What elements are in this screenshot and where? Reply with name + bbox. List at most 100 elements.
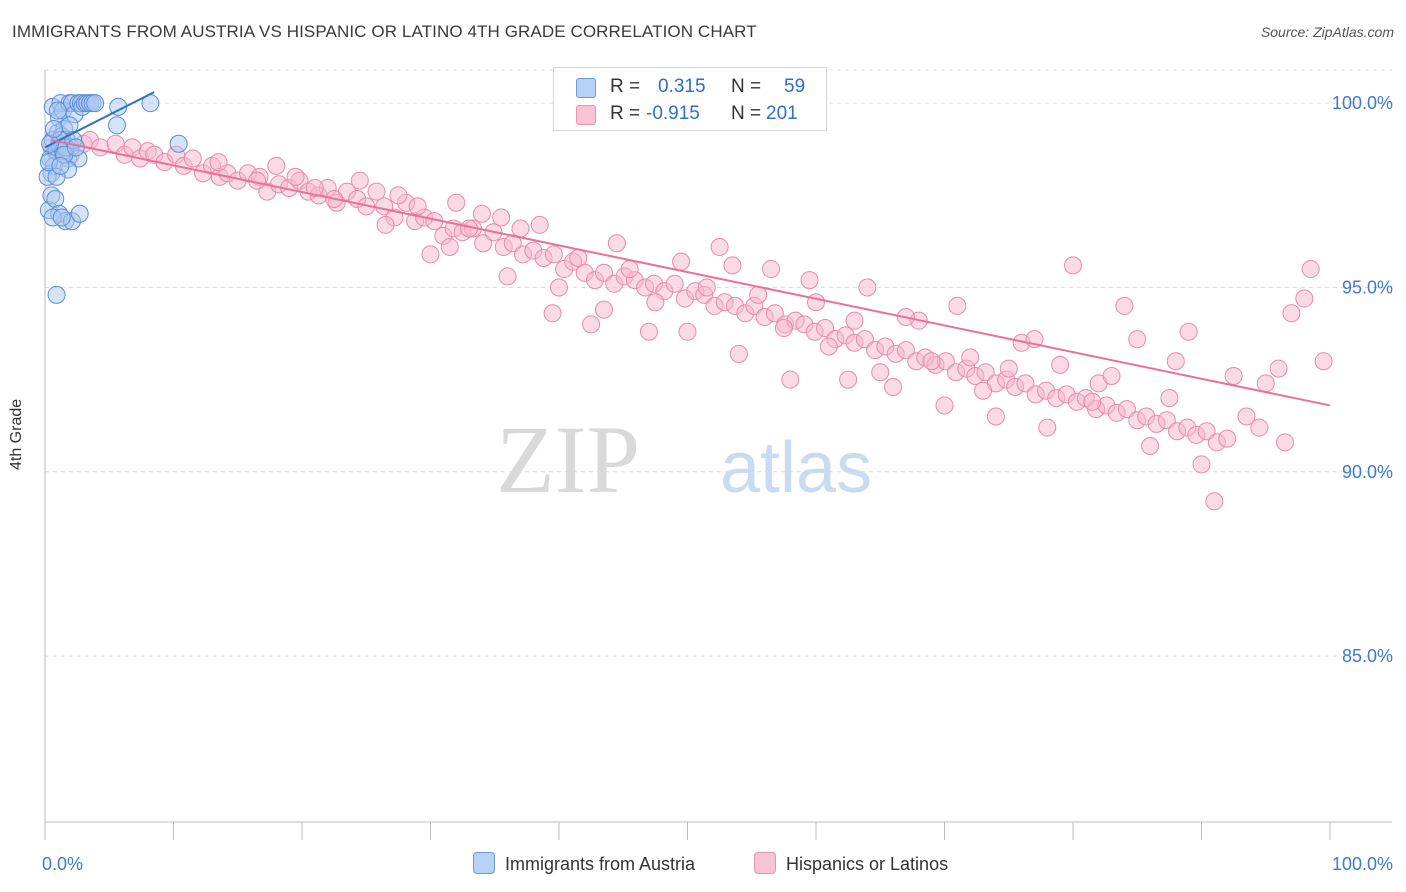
legend-swatch-pink [754,852,776,874]
hispanic-point [1083,392,1102,411]
hispanic-point [1269,359,1288,378]
hispanic-point [781,370,800,389]
hispanic-point [550,278,568,297]
hispanic-point [421,245,440,264]
hispanic-point [91,138,110,157]
grid-lines [45,69,1392,657]
hispanic-point [440,237,459,256]
hispanic-point [267,156,286,175]
y-tick-label: 100.0% [1332,93,1393,113]
hispanic-point [935,396,954,415]
hispanic-point [1115,296,1134,315]
hispanic-point [1038,418,1057,437]
hispanic-point [543,304,562,323]
hispanic-point [1016,374,1035,393]
hispanic-point [1314,352,1333,371]
hispanic-point [697,278,716,297]
hispanic-point [367,182,386,201]
austria-point [66,138,85,157]
hispanic-point [408,197,427,216]
hispanic-point [765,304,784,323]
hispanic-point [376,215,395,234]
hispanic-point [807,293,825,312]
hispanic-point [871,363,890,382]
legend-label-austria: Immigrants from Austria [505,854,696,874]
hispanic-point [511,219,530,238]
hispanic-point [492,208,511,227]
austria-point [47,285,66,304]
hispanic-point [845,311,864,330]
tick-labels: 100.0% 95.0% 90.0% 85.0% 0.0% 100.0% [42,93,1393,874]
legend-swatch-blue [576,78,596,98]
legend-swatch-blue [473,852,495,874]
hispanic-point [544,245,563,264]
austria-point [51,156,70,175]
trend-lines [44,91,1331,407]
hispanic-trend-line [51,139,1331,407]
source-label: Source: ZipAtlas.com [1260,24,1394,40]
hispanic-point [582,315,601,334]
hispanic-point [815,319,834,338]
bottom-legend-austria: Immigrants from Austria [473,852,695,875]
hispanic-point [1102,366,1121,385]
x-tick-label-min: 0.0% [42,854,83,874]
hispanic-point [1237,407,1256,426]
hispanic-point [1295,289,1314,308]
hispanic-point [1218,429,1237,448]
axes [44,70,1392,840]
y-tick-label: 85.0% [1342,646,1393,666]
legend-n-label: N = [731,103,762,124]
hispanic-point [922,352,941,371]
hispanic-point [961,348,980,367]
hispanic-point [974,381,993,400]
hispanic-point [183,149,202,168]
hispanic-point [858,278,877,297]
hispanic-point [729,344,748,363]
austria-point [169,134,188,153]
bottom-legend-hispanic: Hispanics or Latinos [754,852,948,875]
hispanic-point [672,252,691,271]
hispanic-point [1166,352,1185,371]
hispanic-point [1276,433,1295,452]
hispanic-point [350,171,369,190]
hispanic-point [305,178,324,197]
hispanic-point [594,300,613,319]
hispanic-point [762,260,781,279]
hispanic-point [1157,411,1176,430]
austria-point [44,119,63,138]
hispanic-point [1205,492,1224,511]
hispanic-point [678,322,697,341]
legend-r-value: 0.315 [658,76,706,97]
hispanic-point [1128,330,1147,349]
stats-legend: R = 0.315 N = 59 R = -0.915 N = 201 [553,67,827,131]
hispanic-point [286,167,305,186]
legend-swatch-pink [576,105,596,125]
hispanic-point [1250,418,1269,437]
hispanic-point [884,378,903,397]
hispanic-point [472,204,491,223]
legend-label-hispanic: Hispanics or Latinos [786,854,949,874]
hispanic-point [1141,437,1160,455]
y-tick-label: 90.0% [1342,462,1393,482]
hispanic-point [896,341,915,360]
x-tick-label-max: 100.0% [1332,854,1393,874]
austria-point [46,190,65,209]
hispanic-point [569,249,588,267]
hispanic-point [839,370,858,389]
hispanic-point [646,293,665,312]
legend-r-label: R = [610,103,641,124]
hispanic-point [1301,260,1320,279]
hispanic-point [594,263,613,282]
hispanic-point [855,330,874,349]
hispanic-point [498,267,517,286]
hispanic-point [819,337,838,356]
hispanic-point [1179,322,1198,341]
y-tick-label: 95.0% [1342,277,1393,297]
hispanic-point [607,234,626,253]
hispanic-point [976,363,995,382]
watermark-zip: ZIP [496,406,640,513]
legend-n-label: N = [731,76,762,97]
chart-title: IMMIGRANTS FROM AUSTRIA VS HISPANIC OR L… [12,22,757,41]
austria-point [86,94,105,113]
